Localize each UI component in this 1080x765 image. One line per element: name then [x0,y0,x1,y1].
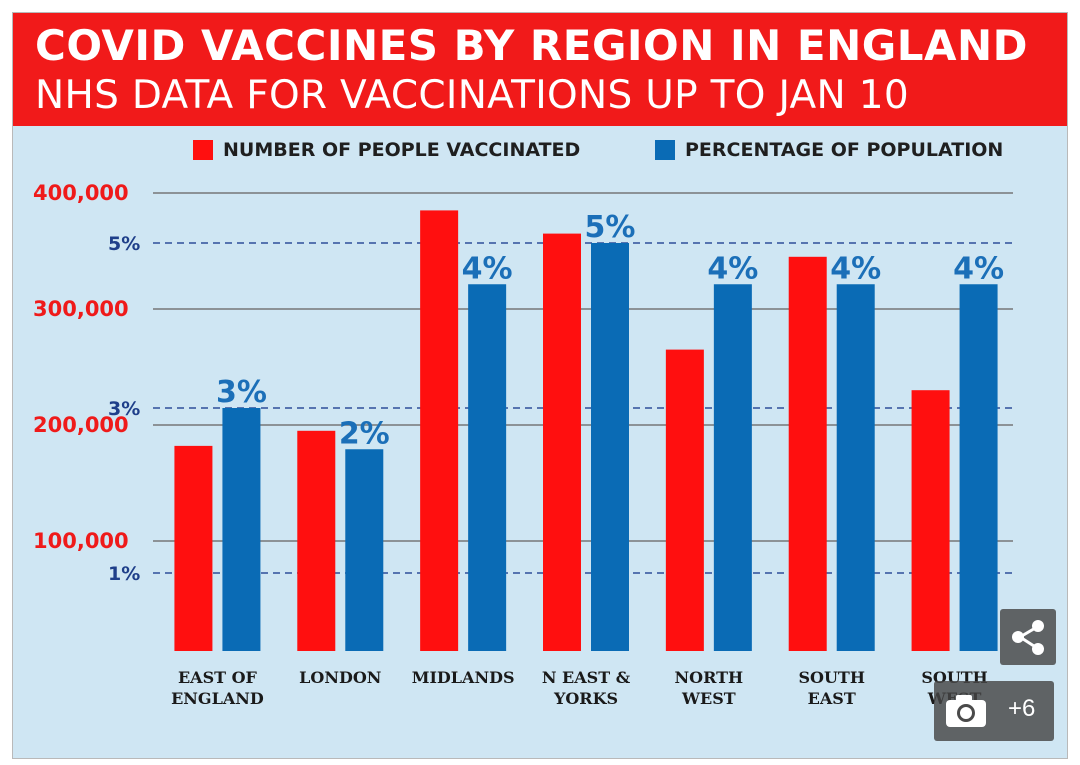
gallery-count: +6 [1008,695,1036,722]
bar-vaccinated [665,349,704,651]
legend-swatch-blue [655,140,675,160]
tick-label-left: 300,000 [33,297,129,321]
legend-item-vaccinated: NUMBER OF PEOPLE VACCINATED [193,137,580,163]
tick-label-right: 3% [108,398,140,420]
data-label-percentage: 5% [585,210,636,245]
tick-label-left: 100,000 [33,529,129,553]
share-button[interactable] [1000,609,1056,665]
bar-percentage [836,284,875,651]
bar-percentage [713,284,752,651]
chart-header: COVID VACCINES BY REGION IN ENGLAND NHS … [13,13,1067,126]
data-label-percentage: 3% [216,375,267,410]
chart-title: COVID VACCINES BY REGION IN ENGLAND [35,21,1029,70]
bar-percentage [959,284,998,651]
data-label-percentage: 4% [830,251,881,286]
share-icon [1012,620,1044,655]
tick-label-right: 1% [108,563,140,585]
category-label: EAST OF [178,668,258,687]
data-label-percentage: 4% [707,251,758,286]
bar-vaccinated [543,233,581,651]
bar-percentage [222,408,261,651]
bar-percentage [591,243,629,651]
chart-subtitle: NHS DATA FOR VACCINATIONS UP TO JAN 10 [35,73,909,118]
category-label: YORKS [553,689,618,708]
category-label: SOUTH [798,668,864,687]
bar-vaccinated [911,390,950,651]
tick-label-left: 400,000 [33,181,129,205]
category-label: ENGLAND [171,689,264,708]
category-label: MIDLANDS [412,668,515,687]
category-label: LONDON [299,668,381,687]
tick-label-right: 5% [108,233,140,255]
data-label-percentage: 4% [462,251,513,286]
bar-percentage [345,449,384,651]
tick-label-left: 200,000 [33,413,129,437]
category-label: NORTH [675,668,744,687]
bar-vaccinated [174,445,213,651]
bar-vaccinated [788,256,827,651]
bar-percentage [468,284,507,651]
data-label-percentage: 4% [953,251,1004,286]
data-label-percentage: 2% [339,416,390,451]
legend-swatch-red [193,140,213,160]
chart-frame: COVID VACCINES BY REGION IN ENGLAND NHS … [12,12,1068,759]
category-label: WEST [681,689,736,708]
legend-label-percentage: PERCENTAGE OF POPULATION [685,139,1004,161]
legend-label-vaccinated: NUMBER OF PEOPLE VACCINATED [223,139,581,161]
category-label: N EAST & [542,668,631,687]
category-label: EAST [808,689,856,708]
bar-vaccinated [420,210,459,651]
bar-vaccinated [297,430,336,651]
bar-chart: 100,000 200,000 300,000 400,000 1% 3% 5% 3% EAST… [33,181,1013,708]
camera-icon [946,695,986,727]
gallery-button[interactable]: +6 [934,681,1054,741]
legend-item-percentage: PERCENTAGE OF POPULATION [655,137,1003,163]
